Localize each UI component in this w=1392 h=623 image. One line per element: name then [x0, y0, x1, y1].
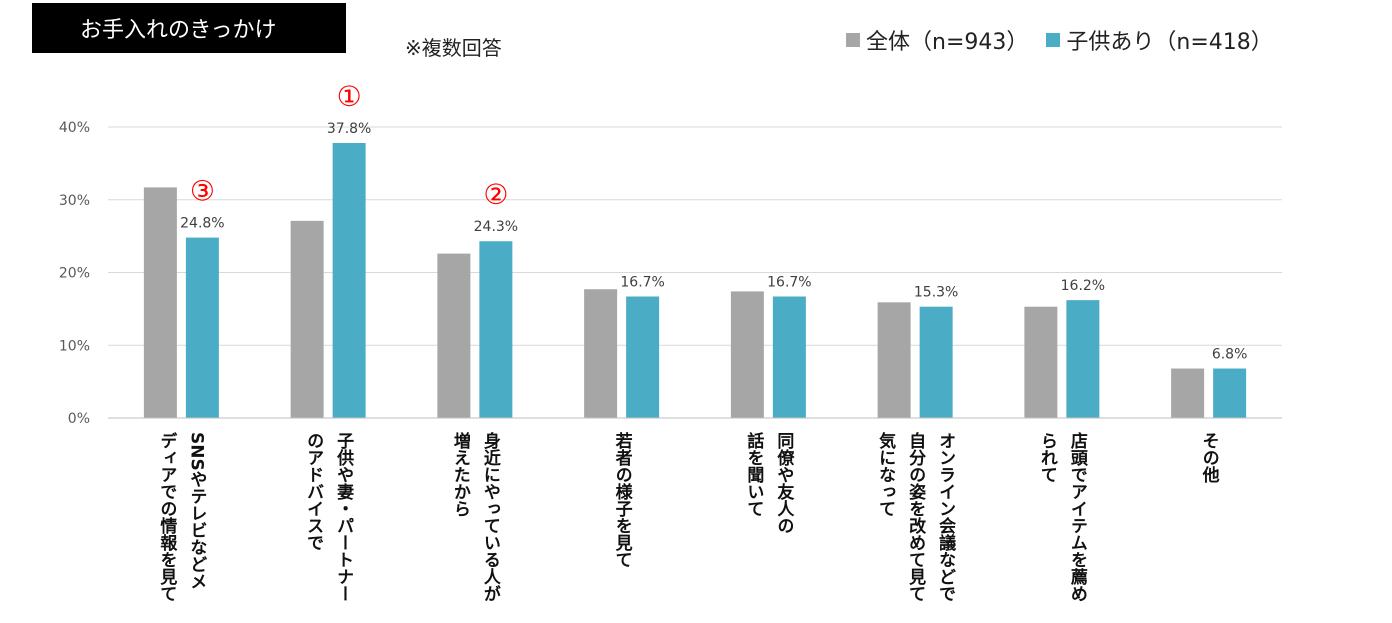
multiple-answer-note: ※複数回答: [405, 36, 502, 60]
legend-item-all: 全体（n=943）: [846, 24, 1028, 56]
y-tick-label: 10%: [59, 338, 90, 354]
legend: 全体（n=943） 子供あり（n=418）: [846, 24, 1291, 56]
x-tick-label: SNSやテレビなどメ ディアでの情報を見て: [156, 432, 207, 602]
bar-kids: [626, 296, 660, 418]
bar-kids: [1213, 368, 1247, 418]
data-label-kids: 24.8%: [180, 216, 224, 232]
y-tick-label: 20%: [59, 266, 90, 282]
data-label-kids: 16.7%: [620, 275, 664, 291]
y-tick-label: 0%: [68, 411, 90, 427]
data-label-kids: 16.2%: [1061, 278, 1105, 294]
legend-label-all: 全体（n=943）: [866, 30, 1029, 55]
x-tick-label: その他: [1198, 432, 1219, 483]
chart-title: お手入れのきっかけ: [32, 3, 346, 53]
x-tick-label: 子供や妻・パートナー のアドバイスで: [303, 432, 354, 602]
bar-all: [584, 289, 618, 418]
rank-annotation: ②: [483, 178, 508, 211]
data-label-kids: 16.7%: [767, 275, 811, 291]
bar-all: [1171, 368, 1205, 418]
legend-swatch-all: [846, 33, 860, 47]
y-tick-label: 30%: [59, 193, 90, 209]
legend-swatch-kids: [1046, 33, 1061, 47]
data-label-kids: 15.3%: [914, 285, 958, 301]
bar-all: [1024, 306, 1058, 418]
x-tick-label: 若者の様子を見て: [611, 432, 632, 568]
data-label-kids: 24.3%: [474, 219, 518, 235]
x-tick-label: 同僚や友人の 話を聞いて: [743, 432, 794, 534]
legend-label-kids: 子供あり（n=418）: [1066, 30, 1273, 55]
rank-annotation: ③: [190, 175, 215, 208]
bar-kids: [185, 237, 219, 418]
x-tick-label: 店頭でアイテムを薦め られて: [1036, 432, 1087, 602]
bar-kids: [919, 306, 953, 418]
bar-all: [290, 220, 324, 418]
data-label-kids: 37.8%: [327, 121, 371, 137]
bar-kids: [479, 241, 513, 418]
bar-kids: [332, 143, 366, 418]
bar-all: [877, 302, 911, 418]
bar-all: [143, 187, 177, 418]
legend-item-kids: 子供あり（n=418）: [1046, 24, 1273, 56]
data-label-kids: 6.8%: [1212, 347, 1248, 363]
bar-kids: [772, 296, 806, 418]
y-tick-label: 40%: [59, 120, 90, 136]
bar-all: [730, 291, 764, 418]
bar-kids: [1066, 300, 1100, 418]
x-tick-label: 身近にやっている人が 増えたから: [449, 432, 500, 602]
bar-all: [437, 253, 471, 418]
x-tick-label: オンライン会議などで 自分の姿を改めて見て 気になって: [875, 432, 956, 602]
rank-annotation: ①: [337, 80, 362, 113]
